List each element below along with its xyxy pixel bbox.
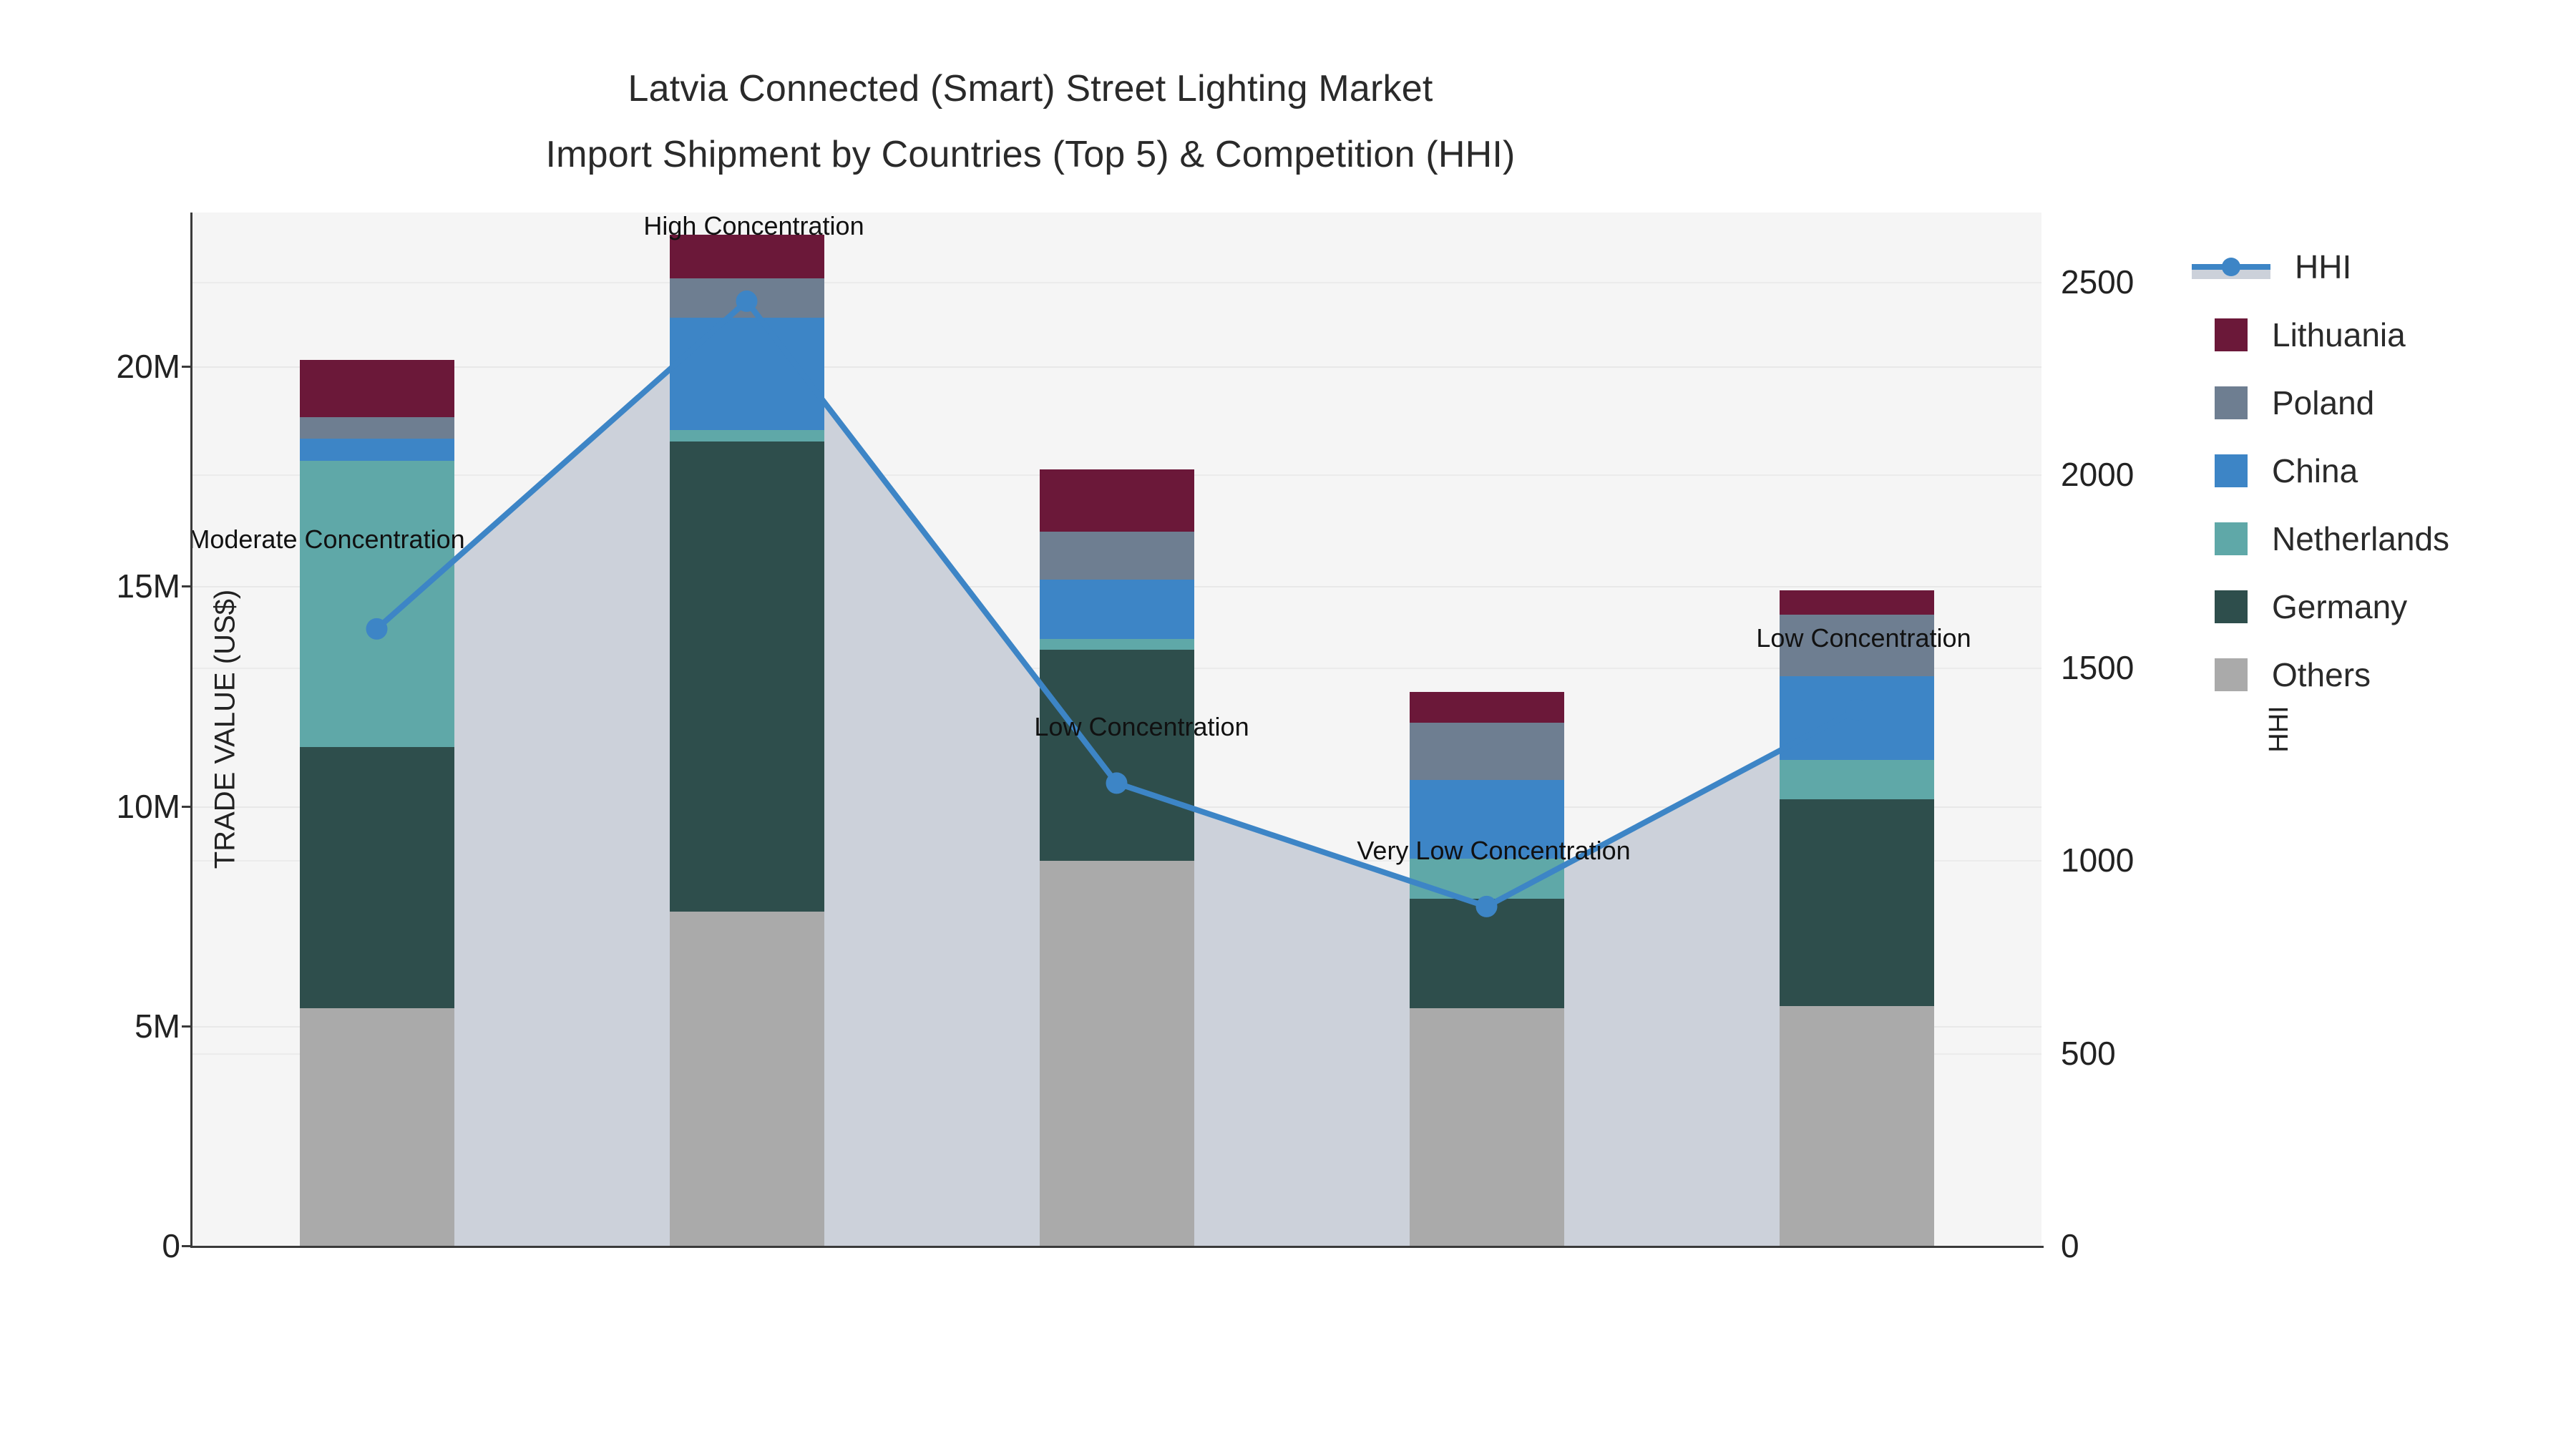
y-axis-left-label: TRADE VALUE (US$) [209, 589, 241, 869]
legend-label-poland: Poland [2272, 384, 2375, 421]
legend-swatch-others [2215, 658, 2248, 691]
concentration-annotations: Moderate Concentration High Concentration… [188, 210, 2041, 1246]
y-tick-mark-left [182, 1025, 192, 1028]
y-axis-line [190, 213, 192, 1247]
legend-line-icon [2192, 250, 2270, 283]
y-tick-left-5M: 5M [135, 1007, 180, 1045]
legend-item-netherlands[interactable]: Netherlands [2215, 504, 2558, 572]
legend-line-marker-icon [2222, 257, 2240, 276]
annotation-2021: High Concentration [643, 210, 864, 240]
legend-swatch-china [2215, 454, 2248, 487]
y-tick-mark-left [182, 1245, 192, 1247]
annotation-2023: Very Low Concentration [1357, 835, 1631, 865]
y-tick-left-15M: 15M [116, 567, 180, 605]
chart-title: Latvia Connected (Smart) Street Lighting… [0, 56, 2061, 187]
legend-item-china[interactable]: China [2215, 436, 2558, 504]
bar-segment-lithuania-2021[interactable] [669, 234, 824, 279]
bar-segment-others-2023[interactable] [1409, 1008, 1564, 1246]
annotation-2020: Moderate Concentration [188, 524, 465, 554]
y-tick-mark-left [182, 805, 192, 808]
legend-swatch-germany [2215, 590, 2248, 623]
legend-label-germany: Germany [2272, 587, 2408, 625]
y-tick-right-500: 500 [2061, 1034, 2116, 1072]
legend-item-hhi[interactable]: HHI [2192, 233, 2558, 301]
y-tick-mark-left [182, 366, 192, 369]
legend-label-hhi: HHI [2295, 248, 2352, 286]
bar-segment-others-2024[interactable] [1779, 1006, 1934, 1246]
y-tick-right-1000: 1000 [2061, 841, 2135, 879]
x-axis-line [190, 1246, 2044, 1248]
chart-title-line-2: Import Shipment by Countries (Top 5) & C… [545, 134, 1516, 175]
legend-label-netherlands: Netherlands [2272, 519, 2450, 557]
y-tick-left-0: 0 [162, 1227, 180, 1264]
legend-item-lithuania[interactable]: Lithuania [2215, 301, 2558, 369]
legend-item-germany[interactable]: Germany [2215, 572, 2558, 640]
y-tick-mark-left [182, 585, 192, 588]
gridline-right [192, 281, 2041, 283]
legend-item-poland[interactable]: Poland [2215, 369, 2558, 436]
bar-segment-others-2022[interactable] [1039, 861, 1194, 1246]
y-tick-left-20M: 20M [116, 348, 180, 386]
y-tick-right-2500: 2500 [2061, 263, 2135, 301]
legend-swatch-netherlands [2215, 522, 2248, 555]
chart-title-line-1: Latvia Connected (Smart) Street Lighting… [628, 68, 1433, 109]
bar-segment-others-2020[interactable] [299, 1008, 454, 1246]
y-tick-left-10M: 10M [116, 787, 180, 825]
y-axis-right-label: HHI [2264, 706, 2295, 753]
annotation-2024: Low Concentration [1756, 623, 1971, 653]
legend-swatch-poland [2215, 386, 2248, 419]
y-tick-right-0: 0 [2061, 1227, 2079, 1264]
bar-segment-others-2021[interactable] [669, 912, 824, 1246]
y-tick-right-1500: 1500 [2061, 648, 2135, 686]
legend-label-lithuania: Lithuania [2272, 316, 2406, 353]
y-tick-right-2000: 2000 [2061, 456, 2135, 494]
legend-label-others: Others [2272, 655, 2371, 693]
annotation-2022: Low Concentration [1034, 712, 1249, 742]
legend-swatch-lithuania [2215, 318, 2248, 351]
legend-item-others[interactable]: Others [2215, 640, 2558, 708]
plot-area: Moderate Concentration High Concentration… [117, 210, 2295, 1264]
legend: HHI Lithuania Poland China Netherlands German… [2192, 233, 2558, 708]
legend-label-china: China [2272, 452, 2358, 489]
